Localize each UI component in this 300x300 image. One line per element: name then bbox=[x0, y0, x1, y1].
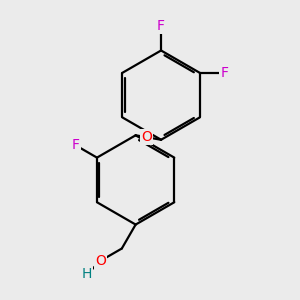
Text: F: F bbox=[157, 19, 165, 33]
Text: O: O bbox=[95, 254, 106, 268]
Text: O: O bbox=[141, 130, 152, 144]
Text: F: F bbox=[72, 138, 80, 152]
Text: H: H bbox=[82, 267, 92, 281]
Text: F: F bbox=[220, 66, 228, 80]
